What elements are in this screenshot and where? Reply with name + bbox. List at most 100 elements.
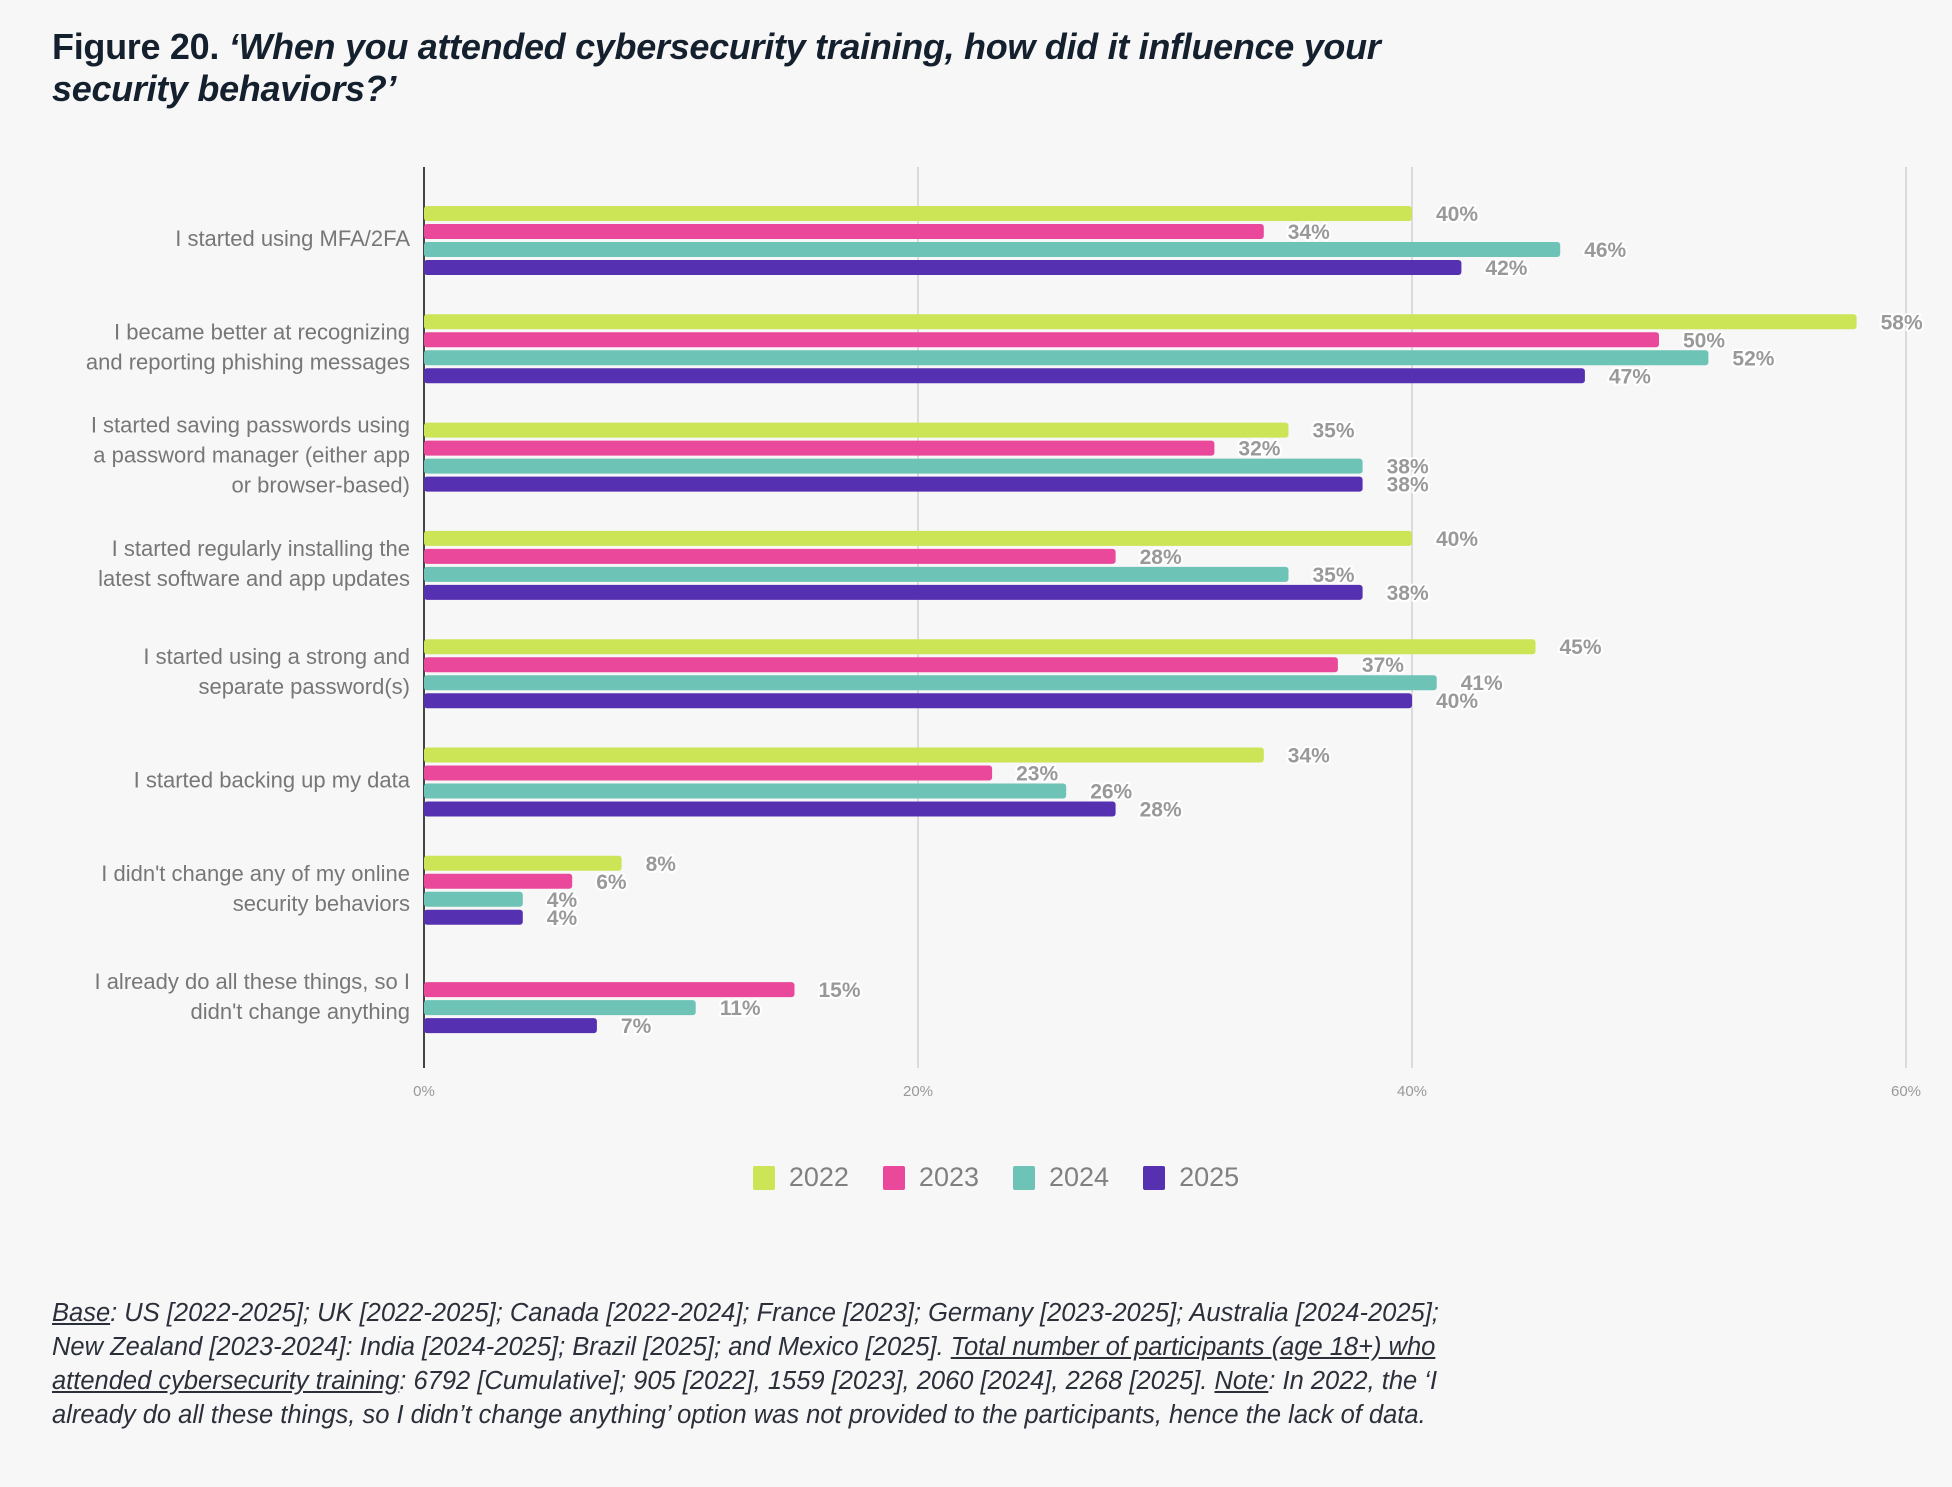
category-label: I started using a strong and separate pas… <box>143 644 410 699</box>
x-tick-label: 20% <box>903 1083 933 1100</box>
category-label: I started regularly installing the latest… <box>98 536 410 591</box>
bar-2023 <box>424 440 1215 456</box>
x-tick-label: 0% <box>413 1083 435 1100</box>
bar-2023 <box>424 224 1264 239</box>
category-label: I started saving passwords using a passwo… <box>91 413 410 498</box>
x-tick-label: 60% <box>1891 1083 1921 1100</box>
data-label: 28% <box>1140 546 1182 569</box>
legend-swatch <box>1013 1165 1035 1190</box>
bar-2025 <box>424 260 1462 275</box>
x-tick-label: 40% <box>1397 1083 1427 1100</box>
data-label: 34% <box>1288 221 1330 244</box>
bar-2022 <box>424 639 1536 655</box>
bar-2022 <box>424 422 1289 438</box>
bar-2022 <box>424 855 622 871</box>
footnote-total-label: Total number of participants (age 18+) w… <box>52 1333 1436 1395</box>
bar-2023 <box>424 982 795 998</box>
legend-swatch <box>882 1165 905 1190</box>
legend-item-2024: 2024 <box>1013 1162 1109 1193</box>
bar-2022 <box>424 530 1412 546</box>
data-label: 40% <box>1436 690 1478 713</box>
bar-2024 <box>424 350 1709 366</box>
data-label: 35% <box>1313 564 1355 587</box>
data-label: 37% <box>1362 654 1404 677</box>
legend-label: 2025 <box>1179 1162 1240 1192</box>
data-label: 4% <box>547 907 578 930</box>
data-label: 38% <box>1387 582 1429 605</box>
data-label: 52% <box>1732 347 1774 370</box>
data-label: 50% <box>1683 329 1725 352</box>
footnote: Base: US [2022-2025]; UK [2022-2025]; Ca… <box>52 1296 1472 1432</box>
legend-label: 2022 <box>788 1162 849 1192</box>
legend-swatch <box>752 1165 775 1190</box>
bar-2023 <box>424 657 1338 673</box>
bars <box>424 206 1857 1034</box>
x-axis-ticks: 0% 20% 40% 60% <box>413 1083 1921 1100</box>
footnote-note-text: : In 2022, the ‘I already do all these t… <box>52 1367 1438 1429</box>
bar-2024 <box>424 242 1561 257</box>
data-label: 6% <box>596 871 627 894</box>
bar-2024 <box>424 891 523 907</box>
data-label: 26% <box>1090 781 1132 804</box>
data-label: 7% <box>621 1015 652 1038</box>
data-label: 28% <box>1140 799 1182 822</box>
bar-2025 <box>424 476 1363 492</box>
bar-2022 <box>424 314 1857 330</box>
bar-2024 <box>424 458 1363 474</box>
category-label: I started using MFA/2FA <box>175 226 410 251</box>
data-label: 23% <box>1016 763 1058 786</box>
figure-question: ‘When you attended cybersecurity trainin… <box>52 26 1381 109</box>
legend-swatch <box>1143 1165 1166 1190</box>
bar-2025 <box>424 1018 597 1034</box>
bar-2022 <box>424 206 1412 221</box>
footnote-note-label: Note <box>1214 1367 1269 1395</box>
legend-label: 2024 <box>1049 1162 1110 1192</box>
category-labels: I started using MFA/2FA I became better a… <box>86 226 411 1024</box>
bar-2025 <box>424 909 523 925</box>
bar-2023 <box>424 332 1659 348</box>
bar-2024 <box>424 675 1437 691</box>
bar-2024 <box>424 566 1289 582</box>
data-label: 40% <box>1436 528 1478 551</box>
data-label: 41% <box>1461 672 1503 695</box>
data-label: 4% <box>547 889 578 912</box>
legend-label: 2023 <box>918 1162 979 1192</box>
bar-2025 <box>424 801 1116 817</box>
data-label: 8% <box>646 853 677 876</box>
bar-2023 <box>424 548 1116 564</box>
data-label: 58% <box>1881 311 1923 334</box>
data-label: 45% <box>1560 636 1602 659</box>
data-label: 11% <box>720 997 761 1020</box>
data-label: 38% <box>1387 474 1429 497</box>
bar-2025 <box>424 584 1363 600</box>
legend-item-2023: 2023 <box>882 1162 979 1193</box>
bar-2024 <box>424 783 1067 799</box>
bar-2022 <box>424 747 1264 763</box>
category-label: I didn't change any of my online security… <box>101 861 410 916</box>
data-label: 15% <box>819 979 861 1002</box>
bar-2025 <box>424 368 1585 384</box>
data-label: 38% <box>1387 456 1429 479</box>
legend-item-2022: 2022 <box>752 1162 849 1193</box>
legend: 2022 2023 2024 2025 <box>0 1162 1952 1193</box>
bar-2023 <box>424 873 573 889</box>
data-label: 47% <box>1609 365 1651 388</box>
data-label: 34% <box>1288 745 1330 768</box>
data-labels: 40%34%46%42%58%50%52%47%35%32%38%38%40%2… <box>545 201 1925 1040</box>
legend-item-2025: 2025 <box>1143 1162 1239 1193</box>
figure-title: Figure 20. ‘When you attended cybersecur… <box>52 26 1452 110</box>
data-label: 40% <box>1436 203 1478 226</box>
category-label: I started backing up my data <box>134 768 411 793</box>
data-label: 35% <box>1313 420 1355 443</box>
bar-2024 <box>424 1000 696 1016</box>
figure-label: Figure 20. <box>52 26 220 67</box>
data-label: 42% <box>1485 257 1527 280</box>
data-label: 46% <box>1584 239 1626 262</box>
footnote-base-text: : US [2022-2025]; UK [2022-2025]; Canada… <box>52 1299 1439 1361</box>
footnote-base-label: Base <box>52 1299 111 1327</box>
data-label: 32% <box>1238 438 1280 461</box>
footnote-total-text: : 6792 [Cumulative]; 905 [2022], 1559 [2… <box>399 1367 1215 1395</box>
bar-chart: 40%34%46%42%58%50%52%47%35%32%38%38%40%2… <box>86 167 1925 1100</box>
category-label: I became better at recognizing and report… <box>86 319 410 374</box>
